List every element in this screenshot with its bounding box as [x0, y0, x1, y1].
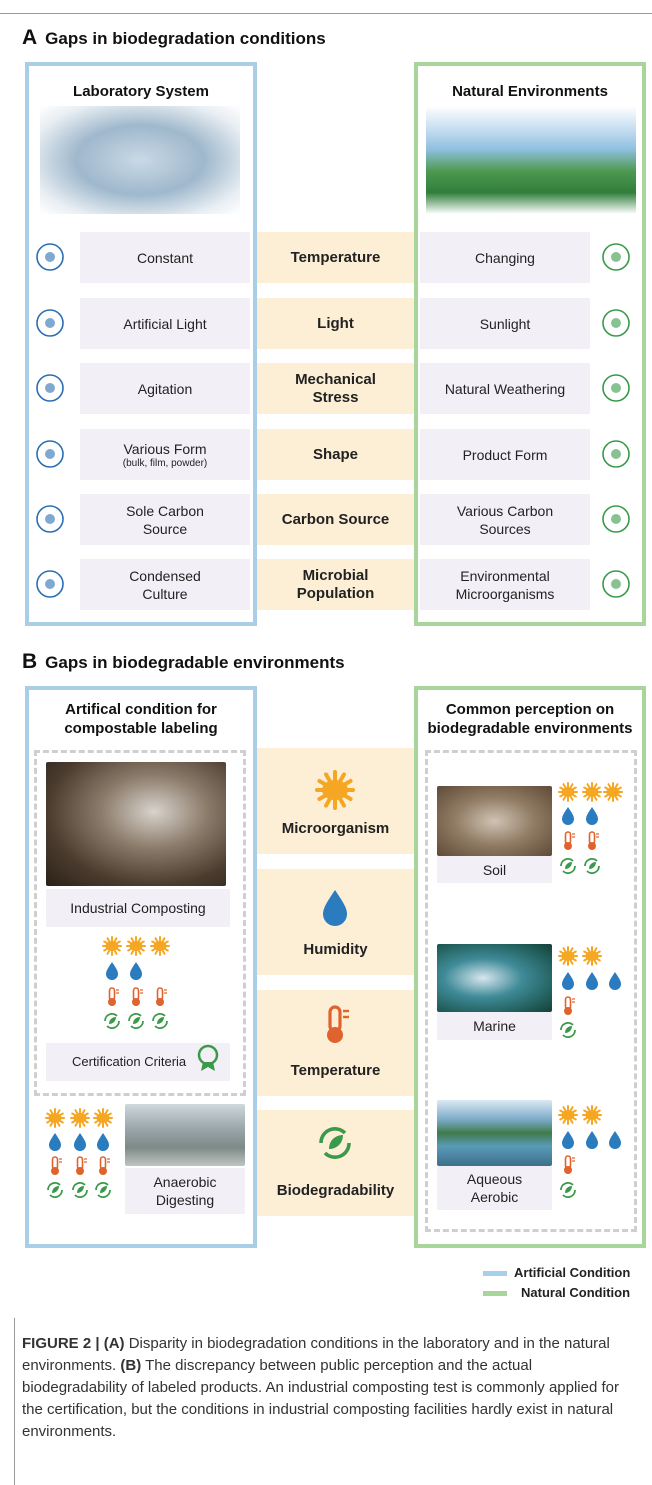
drop-icon [562, 807, 574, 825]
microbe-icon [127, 937, 145, 955]
thermo-icon [588, 832, 599, 850]
bio-icon [561, 1183, 575, 1197]
nature-icon [603, 506, 629, 532]
bio-icon [96, 1183, 110, 1197]
nature-icon [603, 571, 629, 597]
thermo-icon [156, 988, 167, 1006]
microbe-icon [583, 783, 601, 801]
drop-icon [106, 962, 118, 980]
drop-icon [586, 1131, 598, 1149]
microbe-icon [559, 783, 577, 801]
bio-icon [153, 1014, 167, 1028]
drop-icon [586, 807, 598, 825]
bio-icon [585, 859, 599, 873]
bio-icon [73, 1183, 87, 1197]
drop-icon [74, 1133, 86, 1151]
lab-icon [37, 375, 63, 401]
microbe-icon [46, 1109, 64, 1127]
thermo-icon [132, 988, 143, 1006]
microbe-icon [559, 947, 577, 965]
lab-icon [37, 244, 63, 270]
lab-icon [37, 506, 63, 532]
lab-icon [37, 310, 63, 336]
drop-icon [323, 890, 347, 926]
nature-icon [603, 441, 629, 467]
icon-layer [0, 0, 652, 1485]
nature-icon [603, 244, 629, 270]
drop-icon [97, 1133, 109, 1151]
bio-icon [561, 1023, 575, 1037]
lab-icon [37, 441, 63, 467]
thermo-icon [327, 1007, 349, 1043]
drop-icon [49, 1133, 61, 1151]
microbe-icon [583, 947, 601, 965]
drop-icon [609, 972, 621, 990]
bio-icon [48, 1183, 62, 1197]
bio-icon [561, 859, 575, 873]
thermo-icon [108, 988, 119, 1006]
thermo-icon [99, 1157, 110, 1175]
thermo-icon [564, 997, 575, 1015]
bio-icon [321, 1129, 349, 1157]
figure: AGaps in biodegradation conditions Labor… [0, 0, 652, 1485]
microbe-icon [103, 937, 121, 955]
bio-icon [129, 1014, 143, 1028]
thermo-icon [564, 1156, 575, 1174]
badge-icon [199, 1046, 217, 1071]
drop-icon [609, 1131, 621, 1149]
microbe-icon [317, 772, 353, 808]
microbe-icon [94, 1109, 112, 1127]
drop-icon [562, 972, 574, 990]
microbe-icon [151, 937, 169, 955]
drop-icon [586, 972, 598, 990]
microbe-icon [604, 783, 622, 801]
bio-icon [105, 1014, 119, 1028]
drop-icon [130, 962, 142, 980]
microbe-icon [583, 1106, 601, 1124]
thermo-icon [76, 1157, 87, 1175]
thermo-icon [51, 1157, 62, 1175]
nature-icon [603, 310, 629, 336]
nature-icon [603, 375, 629, 401]
lab-icon [37, 571, 63, 597]
thermo-icon [564, 832, 575, 850]
drop-icon [562, 1131, 574, 1149]
microbe-icon [71, 1109, 89, 1127]
microbe-icon [559, 1106, 577, 1124]
